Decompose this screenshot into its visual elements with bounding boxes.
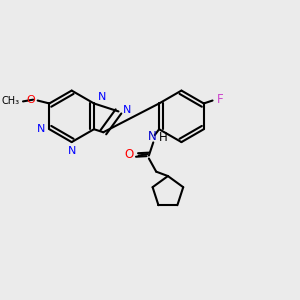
Text: CH₃: CH₃	[2, 96, 20, 106]
Text: O: O	[27, 94, 35, 105]
Text: N: N	[98, 92, 106, 102]
Text: N: N	[123, 105, 131, 115]
Text: O: O	[124, 148, 134, 161]
Text: N: N	[147, 130, 156, 143]
Text: H: H	[159, 131, 168, 145]
Text: N: N	[37, 124, 45, 134]
Text: N: N	[68, 146, 76, 156]
Text: F: F	[217, 93, 224, 106]
